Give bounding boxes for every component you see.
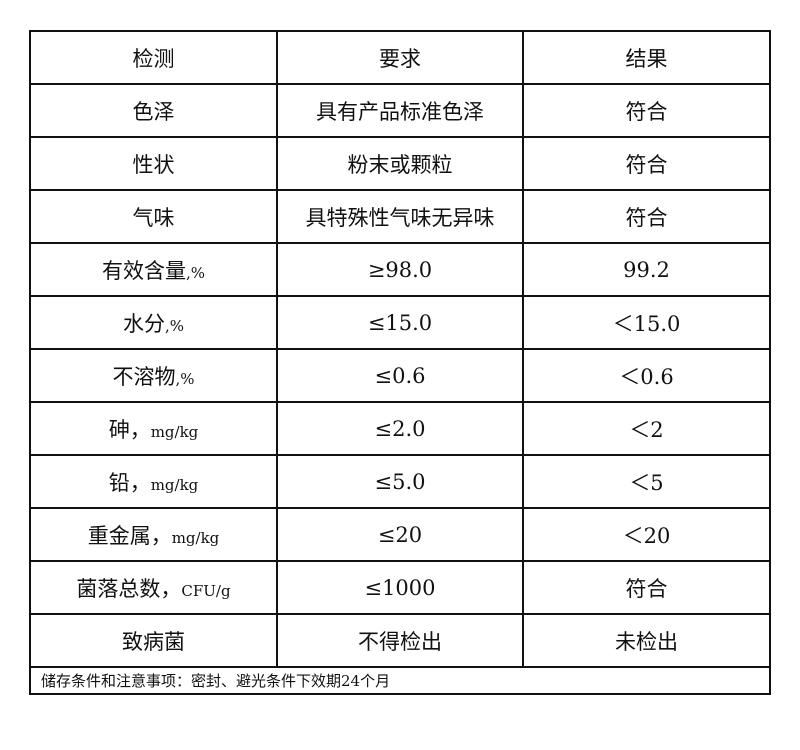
table-row: 有效含量,% ≥98.0 99.2 <box>29 242 771 297</box>
requirement-cell: ≤2.0 <box>276 401 524 456</box>
test-item: 致病菌 <box>29 613 278 668</box>
requirement-cell: ≤5.0 <box>276 454 524 509</box>
item-unit: mg/kg <box>171 528 220 547</box>
item-unit: ,% <box>164 316 185 335</box>
header-test: 检测 <box>29 30 278 85</box>
requirement-cell: ≤1000 <box>276 560 524 615</box>
test-item: 铅，mg/kg <box>29 454 278 509</box>
result-cell: 符合 <box>522 189 771 244</box>
table-row: 砷，mg/kg ≤2.0 ＜2 <box>29 401 771 456</box>
storage-note: 储存条件和注意事项：密封、避光条件下效期24个月 <box>29 666 771 695</box>
result-cell: ＜20 <box>522 507 771 562</box>
result-cell: 99.2 <box>522 242 771 297</box>
item-unit: ,% <box>185 263 206 282</box>
item-name: 重金属， <box>87 523 172 548</box>
header-result: 结果 <box>522 30 771 85</box>
table-row: 菌落总数，CFU/g ≤1000 符合 <box>29 560 771 615</box>
test-item: 不溶物,% <box>29 348 278 403</box>
requirement-cell: ≥98.0 <box>276 242 524 297</box>
header-row: 检测 要求 结果 <box>29 30 771 85</box>
result-cell: 符合 <box>522 136 771 191</box>
test-item: 性状 <box>29 136 278 191</box>
item-name: 铅， <box>108 470 151 495</box>
item-name: 不溶物 <box>112 364 176 389</box>
test-item: 有效含量,% <box>29 242 278 297</box>
table-row: 重金属，mg/kg ≤20 ＜20 <box>29 507 771 562</box>
item-unit: ,% <box>175 369 195 388</box>
requirement-cell: ≤0.6 <box>276 348 524 403</box>
header-requirement: 要求 <box>276 30 524 85</box>
result-cell: 符合 <box>522 560 771 615</box>
item-unit: mg/kg <box>150 422 199 441</box>
result-cell: ＜2 <box>522 401 771 456</box>
table-row: 致病菌 不得检出 未检出 <box>29 613 771 668</box>
requirement-cell: 不得检出 <box>276 613 524 668</box>
item-unit: mg/kg <box>150 475 199 494</box>
requirement-cell: ≤20 <box>276 507 524 562</box>
test-item: 色泽 <box>29 83 278 138</box>
requirement-cell: 具有产品标准色泽 <box>276 83 524 138</box>
inspection-table: 检测 要求 结果 色泽 具有产品标准色泽 符合 性状 粉末或颗粒 符合 气味 具特殊性气味无异… <box>29 30 771 695</box>
item-name: 色泽 <box>132 99 175 124</box>
test-item: 重金属，mg/kg <box>29 507 278 562</box>
item-name: 致病菌 <box>122 629 185 654</box>
table-row: 水分,% ≤15.0 ＜15.0 <box>29 295 771 350</box>
result-cell: 未检出 <box>522 613 771 668</box>
test-item: 气味 <box>29 189 278 244</box>
item-name: 气味 <box>132 205 175 230</box>
item-name: 菌落总数， <box>76 576 182 601</box>
requirement-cell: 粉末或颗粒 <box>276 136 524 191</box>
item-name: 水分 <box>122 311 165 336</box>
requirement-cell: 具特殊性气味无异味 <box>276 189 524 244</box>
item-name: 砷， <box>108 417 151 442</box>
item-name: 有效含量 <box>101 258 186 283</box>
test-item: 菌落总数，CFU/g <box>29 560 278 615</box>
note-row: 储存条件和注意事项：密封、避光条件下效期24个月 <box>29 666 771 695</box>
requirement-cell: ≤15.0 <box>276 295 524 350</box>
result-cell: ＜5 <box>522 454 771 509</box>
table-row: 色泽 具有产品标准色泽 符合 <box>29 83 771 138</box>
item-name: 性状 <box>132 152 175 177</box>
result-cell: ＜0.6 <box>522 348 771 403</box>
table-row: 不溶物,% ≤0.6 ＜0.6 <box>29 348 771 403</box>
table-row: 铅，mg/kg ≤5.0 ＜5 <box>29 454 771 509</box>
item-unit: CFU/g <box>181 581 231 600</box>
result-cell: ＜15.0 <box>522 295 771 350</box>
result-cell: 符合 <box>522 83 771 138</box>
test-item: 砷，mg/kg <box>29 401 278 456</box>
test-item: 水分,% <box>29 295 278 350</box>
table-row: 气味 具特殊性气味无异味 符合 <box>29 189 771 244</box>
table-row: 性状 粉末或颗粒 符合 <box>29 136 771 191</box>
